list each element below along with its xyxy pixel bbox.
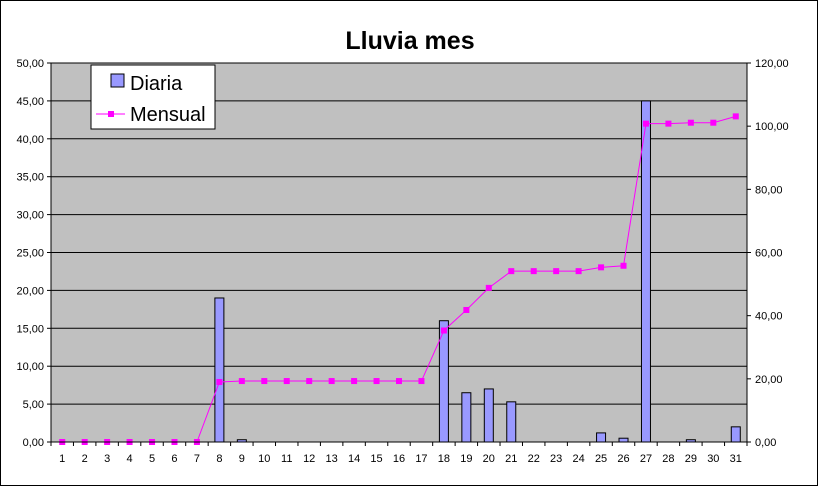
y-tick-label: 35,00	[16, 172, 44, 184]
x-tick-label: 4	[127, 453, 133, 465]
point-mensual	[283, 378, 290, 385]
point-mensual	[598, 264, 605, 271]
y-tick-label: 45,00	[16, 96, 44, 108]
bar-diaria	[596, 432, 607, 443]
y-tick-label: 0,00	[23, 437, 44, 449]
bar-diaria	[506, 401, 517, 443]
x-tick-label: 20	[483, 453, 495, 465]
point-mensual	[530, 268, 537, 275]
x-tick-label: 30	[707, 453, 719, 465]
x-tick-label: 23	[550, 453, 562, 465]
x-tick-label: 31	[730, 453, 742, 465]
y-tick-label: 40,00	[16, 134, 44, 146]
y-tick-label: 25,00	[16, 248, 44, 260]
point-mensual	[216, 378, 223, 385]
x-tick-label: 8	[216, 453, 222, 465]
point-mensual	[238, 378, 245, 385]
bar-diaria	[214, 297, 225, 443]
point-mensual	[306, 378, 313, 385]
y-tick-label: 20,00	[16, 285, 44, 297]
y2-tick-label: 40,00	[755, 311, 783, 323]
y-tick-label: 30,00	[16, 210, 44, 222]
x-tick-label: 22	[528, 453, 540, 465]
x-tick-label: 28	[662, 453, 674, 465]
x-tick-label: 19	[460, 453, 472, 465]
legend-swatch-diaria	[110, 73, 125, 88]
x-tick-label: 17	[415, 453, 427, 465]
point-mensual	[732, 113, 739, 120]
bar-diaria	[438, 320, 449, 443]
x-tick-label: 7	[194, 453, 200, 465]
legend-label-diaria: Diaria	[130, 73, 183, 95]
y-tick-label: 10,00	[16, 361, 44, 373]
bar-diaria	[483, 388, 494, 443]
point-mensual	[261, 378, 268, 385]
point-mensual	[373, 378, 380, 385]
chart-title: Lluvia mes	[345, 27, 474, 55]
y2-tick-label: 80,00	[755, 184, 783, 196]
x-tick-label: 15	[370, 453, 382, 465]
x-tick-label: 5	[149, 453, 155, 465]
point-mensual	[485, 284, 492, 291]
bar-diaria	[461, 392, 472, 443]
point-mensual	[575, 268, 582, 275]
legend-label-mensual: Mensual	[130, 104, 206, 126]
x-tick-label: 27	[640, 453, 652, 465]
axes: 0,005,0010,0015,0020,0025,0030,0035,0040…	[16, 58, 788, 465]
point-mensual	[463, 306, 470, 313]
point-mensual	[620, 262, 627, 269]
y2-tick-label: 20,00	[755, 374, 783, 386]
x-tick-label: 12	[303, 453, 315, 465]
y2-tick-label: 100,00	[755, 121, 789, 133]
legend: Diaria Mensual	[90, 64, 216, 130]
x-tick-label: 11	[281, 453, 292, 465]
point-mensual	[328, 378, 335, 385]
point-mensual	[418, 378, 425, 385]
point-mensual	[710, 119, 717, 126]
point-mensual	[687, 119, 694, 126]
bar-diaria	[618, 437, 629, 443]
legend-marker-mensual	[108, 111, 114, 117]
x-tick-label: 18	[438, 453, 450, 465]
x-tick-label: 2	[82, 453, 88, 465]
point-mensual	[351, 378, 358, 385]
y2-tick-label: 120,00	[755, 58, 789, 70]
y2-tick-label: 0,00	[755, 437, 776, 449]
point-mensual	[553, 268, 560, 275]
x-tick-label: 25	[595, 453, 607, 465]
point-mensual	[396, 378, 402, 385]
x-tick-label: 24	[572, 453, 584, 465]
point-mensual	[665, 120, 672, 127]
x-tick-label: 10	[258, 453, 270, 465]
x-tick-label: 3	[104, 453, 110, 465]
point-mensual	[642, 120, 649, 127]
y2-tick-label: 60,00	[755, 248, 783, 260]
bar-series-diaria	[214, 100, 741, 443]
x-tick-label: 29	[685, 453, 697, 465]
x-tick-label: 26	[617, 453, 629, 465]
x-tick-label: 16	[393, 453, 405, 465]
point-mensual	[440, 327, 447, 334]
x-tick-label: 14	[348, 453, 360, 465]
x-tick-label: 9	[239, 453, 245, 465]
y-tick-label: 50,00	[16, 58, 44, 70]
bar-diaria	[730, 426, 741, 443]
y-tick-label: 5,00	[23, 399, 44, 411]
point-mensual	[508, 268, 515, 275]
x-tick-label: 1	[59, 453, 65, 465]
x-tick-label: 21	[505, 453, 517, 465]
x-tick-label: 6	[171, 453, 177, 465]
y-tick-label: 15,00	[16, 323, 44, 335]
bar-diaria	[640, 100, 651, 443]
x-tick-label: 13	[326, 453, 338, 465]
